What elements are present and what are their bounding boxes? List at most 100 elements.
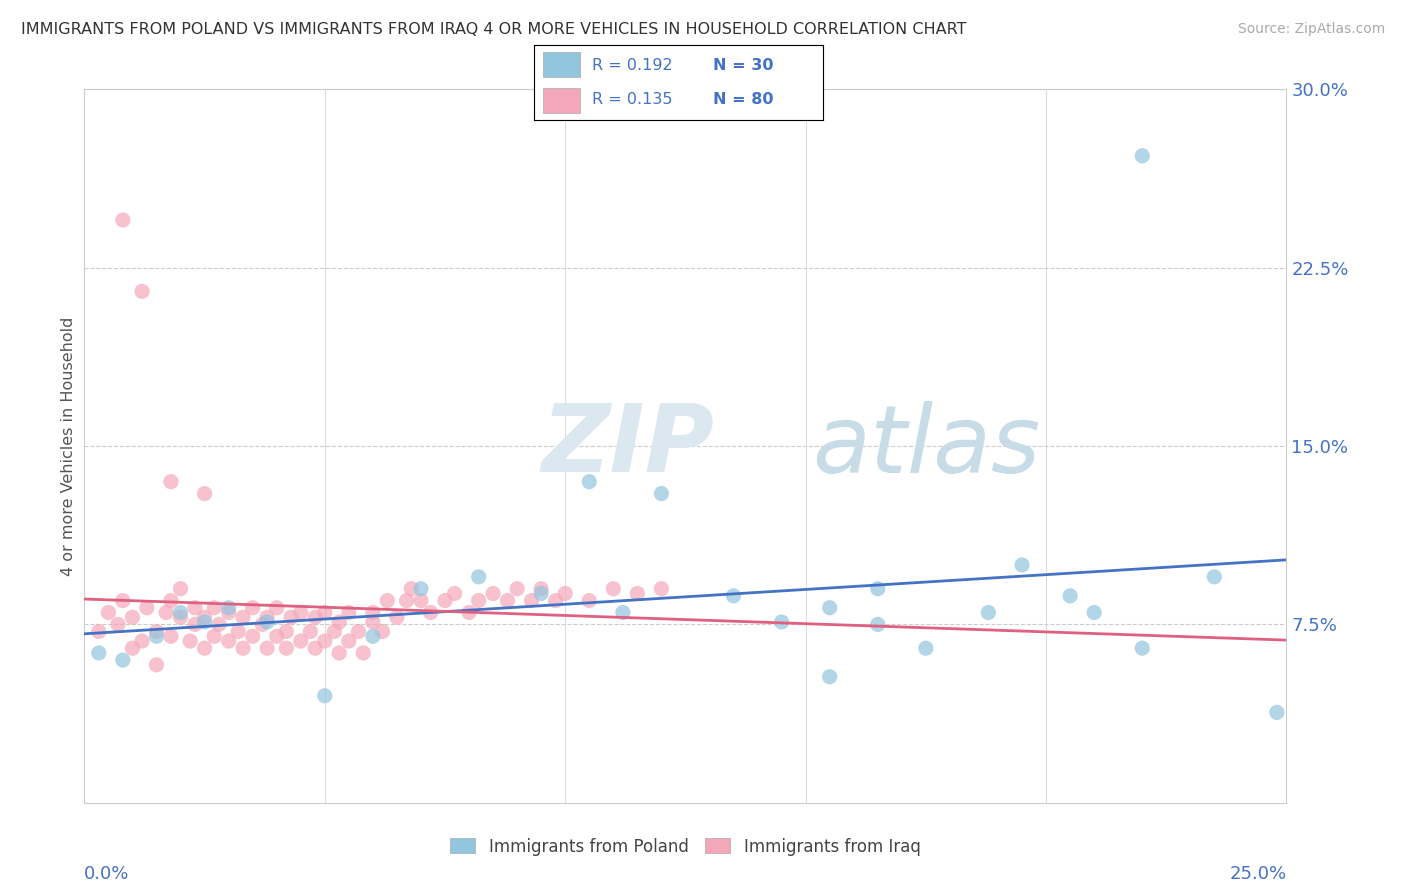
Point: [1130, 641, 1153, 656]
Point: [1204, 570, 1226, 584]
Point: [135, 600, 157, 615]
Point: [1059, 589, 1081, 603]
Point: [401, 582, 423, 596]
Point: [252, 617, 274, 632]
Point: [194, 615, 217, 629]
Point: [409, 582, 432, 596]
Point: [361, 629, 384, 643]
Point: [328, 615, 350, 629]
Point: [434, 593, 457, 607]
Point: [361, 615, 384, 629]
Point: [482, 586, 505, 600]
Point: [202, 629, 225, 643]
Text: atlas: atlas: [811, 401, 1040, 491]
Point: [111, 593, 134, 607]
Point: [111, 653, 134, 667]
Point: [328, 646, 350, 660]
Point: [194, 486, 217, 500]
Point: [578, 475, 600, 489]
Point: [242, 629, 264, 643]
Point: [530, 586, 553, 600]
Point: [314, 689, 336, 703]
Point: [121, 610, 143, 624]
Text: IMMIGRANTS FROM POLAND VS IMMIGRANTS FROM IRAQ 4 OR MORE VEHICLES IN HOUSEHOLD C: IMMIGRANTS FROM POLAND VS IMMIGRANTS FRO…: [21, 22, 966, 37]
Point: [347, 624, 370, 639]
Point: [194, 641, 217, 656]
Point: [160, 593, 183, 607]
Point: [256, 610, 278, 624]
Point: [160, 475, 183, 489]
Point: [314, 634, 336, 648]
Bar: [543, 87, 581, 112]
Point: [184, 600, 207, 615]
Point: [650, 486, 672, 500]
Point: [111, 213, 134, 227]
Point: [409, 593, 432, 607]
Point: [419, 606, 441, 620]
Point: [232, 641, 254, 656]
Point: [226, 624, 249, 639]
Point: [375, 593, 398, 607]
Point: [496, 593, 519, 607]
Point: [131, 285, 153, 299]
Point: [280, 610, 302, 624]
Point: [385, 610, 408, 624]
Point: [232, 610, 254, 624]
Point: [1083, 606, 1105, 620]
Point: [218, 634, 240, 648]
Point: [578, 593, 600, 607]
Point: [467, 593, 489, 607]
Point: [256, 615, 278, 629]
Point: [218, 600, 240, 615]
Point: [131, 634, 153, 648]
Point: [97, 606, 120, 620]
Point: [506, 582, 529, 596]
Point: [145, 624, 167, 639]
Point: [87, 646, 110, 660]
Text: 25.0%: 25.0%: [1229, 864, 1286, 883]
Point: [626, 586, 648, 600]
Point: [866, 617, 889, 632]
Point: [458, 606, 481, 620]
Point: [337, 634, 360, 648]
Text: Source: ZipAtlas.com: Source: ZipAtlas.com: [1237, 22, 1385, 37]
Point: [290, 606, 312, 620]
Point: [395, 593, 418, 607]
Point: [723, 589, 745, 603]
Point: [242, 600, 264, 615]
Point: [915, 641, 938, 656]
Legend: Immigrants from Poland, Immigrants from Iraq: Immigrants from Poland, Immigrants from …: [444, 831, 927, 863]
Point: [276, 624, 298, 639]
Point: [323, 624, 346, 639]
Text: N = 80: N = 80: [713, 93, 773, 107]
Point: [121, 641, 143, 656]
Point: [145, 657, 167, 672]
Point: [650, 582, 672, 596]
Y-axis label: 4 or more Vehicles in Household: 4 or more Vehicles in Household: [60, 317, 76, 575]
Point: [520, 593, 543, 607]
Point: [194, 610, 217, 624]
Point: [179, 634, 201, 648]
Point: [169, 606, 191, 620]
Point: [290, 634, 312, 648]
Point: [602, 582, 624, 596]
Point: [818, 670, 841, 684]
Point: [87, 624, 110, 639]
Point: [155, 606, 177, 620]
Point: [160, 629, 183, 643]
Point: [276, 641, 298, 656]
Point: [467, 570, 489, 584]
Point: [304, 610, 326, 624]
Point: [266, 629, 288, 643]
Point: [530, 582, 553, 596]
Text: N = 30: N = 30: [713, 58, 773, 72]
Point: [314, 606, 336, 620]
Text: R = 0.135: R = 0.135: [592, 93, 672, 107]
Point: [304, 641, 326, 656]
Point: [266, 600, 288, 615]
Point: [256, 641, 278, 656]
Point: [443, 586, 465, 600]
Point: [107, 617, 129, 632]
Point: [218, 606, 240, 620]
Point: [1130, 149, 1153, 163]
